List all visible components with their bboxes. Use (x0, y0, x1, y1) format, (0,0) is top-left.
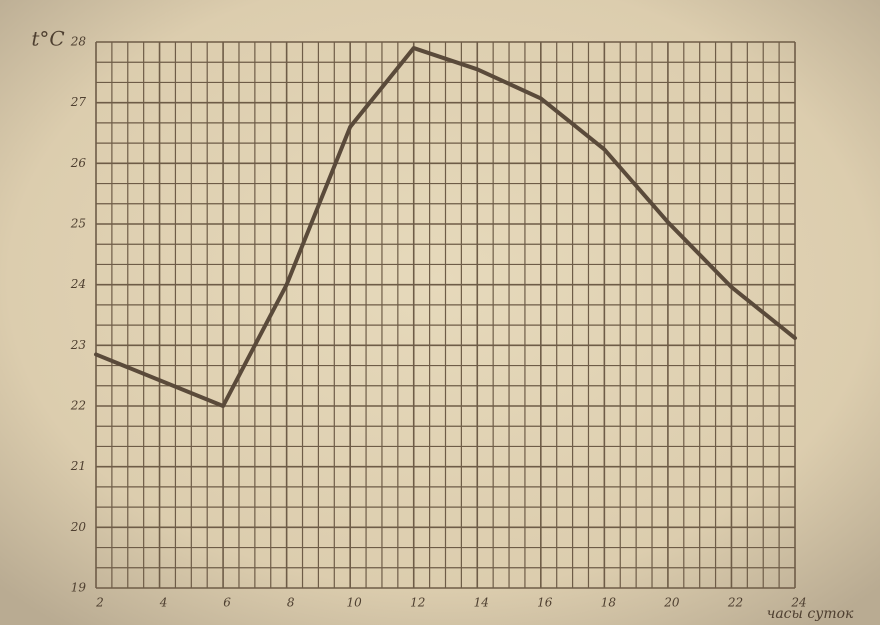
x-tick-label: 18 (601, 596, 617, 610)
x-tick-label: 2 (95, 596, 104, 610)
chart: t°C часы суток 2468101214161820222419202… (0, 0, 880, 625)
x-tick-label: 24 (790, 596, 806, 610)
x-tick-label: 16 (537, 596, 553, 610)
y-tick-label: 21 (70, 459, 86, 473)
x-tick-label: 6 (223, 596, 231, 610)
x-tick-label: 20 (663, 596, 680, 610)
y-tick-label: 26 (70, 156, 87, 170)
y-tick-label: 28 (70, 35, 87, 49)
y-tick-label: 19 (71, 581, 87, 595)
x-tick-label: 12 (410, 596, 425, 610)
x-tick-label: 14 (474, 596, 489, 610)
x-tick-label: 8 (287, 596, 295, 610)
y-tick-label: 23 (70, 338, 87, 352)
y-tick-label: 27 (70, 95, 87, 109)
y-tick-label: 24 (70, 277, 86, 291)
x-tick-label: 4 (159, 596, 168, 610)
x-axis-label: часы суток (767, 606, 854, 622)
y-tick-label: 25 (70, 217, 86, 231)
page: t°C часы суток 2468101214161820222419202… (0, 0, 880, 625)
y-tick-label: 22 (70, 399, 86, 413)
x-tick-label: 22 (727, 596, 743, 610)
x-tick-label: 10 (347, 596, 363, 610)
paper (0, 0, 880, 625)
y-tick-label: 20 (70, 520, 87, 534)
y-axis-label: t°C (31, 27, 64, 51)
